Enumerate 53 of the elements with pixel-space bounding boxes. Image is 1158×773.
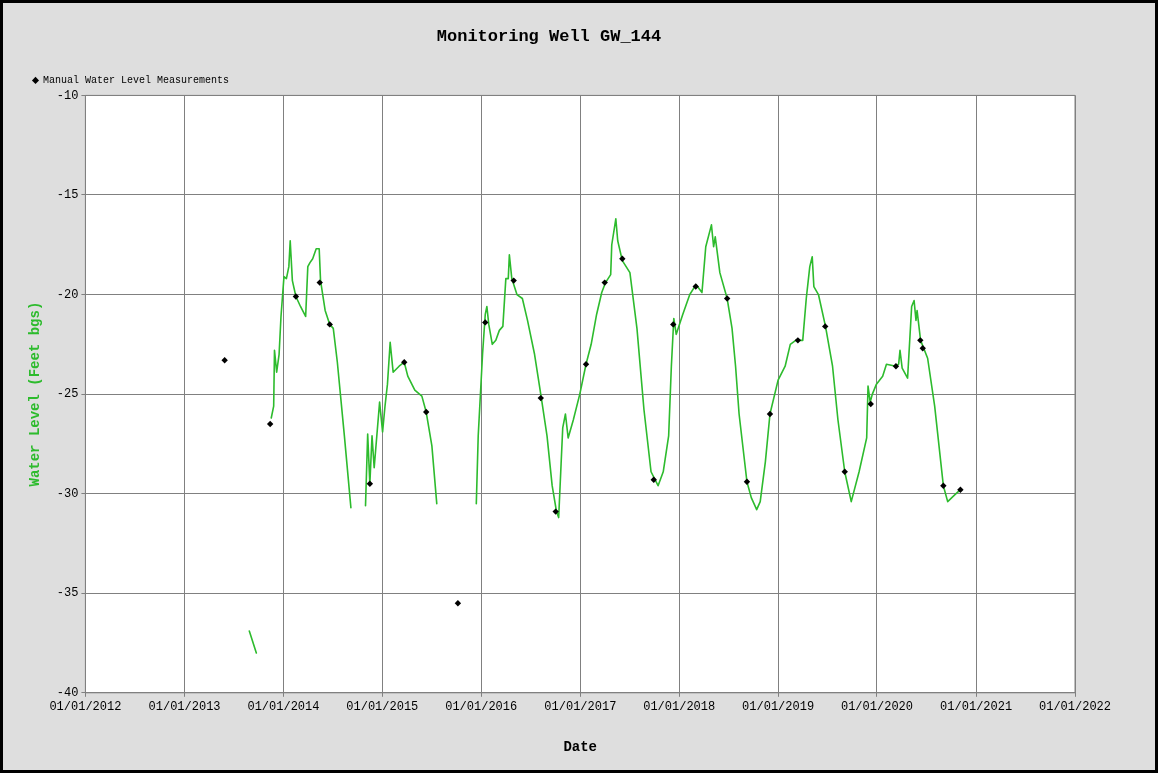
x-tick-label: 01/01/2021 xyxy=(940,700,1013,715)
point xyxy=(957,486,964,493)
x-tick-label: 01/01/2012 xyxy=(49,700,122,715)
y-tick-label: -35 xyxy=(56,586,79,601)
point xyxy=(794,337,802,344)
point xyxy=(482,319,489,326)
x-tick-label: 01/01/2014 xyxy=(247,700,320,715)
point xyxy=(266,420,274,428)
point xyxy=(316,279,323,286)
point xyxy=(401,359,408,366)
point xyxy=(917,337,924,344)
point xyxy=(582,361,590,368)
point xyxy=(601,279,608,286)
y-tick-label: -40 xyxy=(56,685,79,700)
y-tick-label: -10 xyxy=(56,88,79,103)
point xyxy=(743,478,751,485)
point xyxy=(650,476,657,483)
point xyxy=(867,400,874,408)
x-axis-title: Date xyxy=(563,739,598,756)
point xyxy=(919,345,926,352)
point xyxy=(822,323,829,330)
point xyxy=(454,599,462,607)
point xyxy=(552,508,559,515)
point xyxy=(723,295,731,302)
point xyxy=(670,321,677,328)
x-tick-label: 01/01/2015 xyxy=(346,700,419,715)
chart-title: Monitoring Well GW_144 xyxy=(436,27,662,47)
point xyxy=(510,277,517,284)
point xyxy=(537,394,544,402)
x-tick-label: 01/01/2022 xyxy=(1038,700,1112,715)
x-tick-label: 01/01/2016 xyxy=(445,700,518,715)
y-axis-title: Water Level (Feet bgs) xyxy=(26,301,43,487)
y-tick-label: -20 xyxy=(56,287,79,302)
point xyxy=(221,357,228,364)
point xyxy=(619,255,626,262)
point xyxy=(841,468,848,475)
point xyxy=(292,293,300,300)
point xyxy=(366,480,374,487)
point xyxy=(940,482,947,489)
point xyxy=(892,363,900,370)
x-tick-label: 01/01/2017 xyxy=(544,700,617,715)
x-tick-label: 01/01/2020 xyxy=(840,700,913,715)
point xyxy=(766,410,774,418)
legend-label: Manual Water Level Measurements xyxy=(43,75,230,87)
point xyxy=(692,283,699,290)
y-tick-label: -15 xyxy=(56,188,79,203)
y-tick-label: -30 xyxy=(56,486,79,501)
y-tick-label: -25 xyxy=(56,387,79,402)
point xyxy=(423,408,430,416)
x-tick-label: 01/01/2019 xyxy=(742,700,815,715)
point xyxy=(326,321,333,328)
x-tick-label: 01/01/2018 xyxy=(643,700,716,715)
x-tick-label: 01/01/2013 xyxy=(148,700,221,715)
